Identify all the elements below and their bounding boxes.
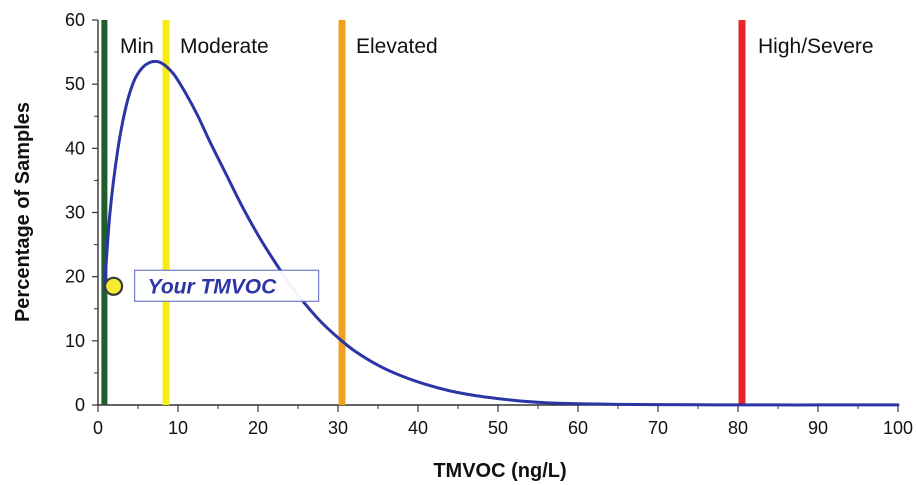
x-tick-label: 20 — [248, 418, 268, 438]
your-tmvoc-label-box — [134, 269, 320, 302]
y-axis-title: Percentage of Samples — [12, 102, 34, 322]
y-tick-label: 40 — [65, 138, 85, 158]
y-tick-label: 30 — [65, 203, 85, 223]
series-line-1 — [102, 59, 900, 407]
chart-grid-layer: 0 10 20 30 40 50 60 0 10 20 30 40 50 60 70 80 90 100 — [65, 10, 913, 438]
threshold-label-high-severe: High/Severe — [758, 35, 874, 58]
threshold-label-moderate: Moderate — [180, 35, 269, 58]
threshold-label-min: Min — [120, 35, 154, 58]
x-tick-label: 70 — [648, 418, 668, 438]
y-tick-label: 50 — [65, 74, 85, 94]
y-tick-label: 10 — [65, 331, 85, 351]
x-tick-label: 40 — [408, 418, 428, 438]
y-tick-label: 0 — [75, 395, 85, 415]
x-tick-label: 60 — [568, 418, 588, 438]
y-tick-label: 20 — [65, 267, 85, 287]
threshold-label-elevated: Elevated — [356, 35, 438, 58]
x-tick-label: 100 — [883, 418, 913, 438]
x-tick-label: 90 — [808, 418, 828, 438]
your-tmvoc-marker — [103, 276, 124, 296]
x-axis-title: TMVOC (ng/L) — [433, 460, 566, 482]
threshold-layer: Min Moderate Elevated High/Severe — [101, 20, 874, 405]
x-tick-label: 50 — [488, 418, 508, 438]
x-tick-label: 80 — [728, 418, 748, 438]
your-tmvoc-label: Your TMVOC — [148, 275, 278, 298]
series-layer — [102, 59, 900, 407]
y-tick-label: 60 — [65, 10, 85, 30]
x-tick-label: 0 — [93, 418, 103, 438]
x-tick-label: 10 — [168, 418, 188, 438]
x-tick-label: 30 — [328, 418, 348, 438]
